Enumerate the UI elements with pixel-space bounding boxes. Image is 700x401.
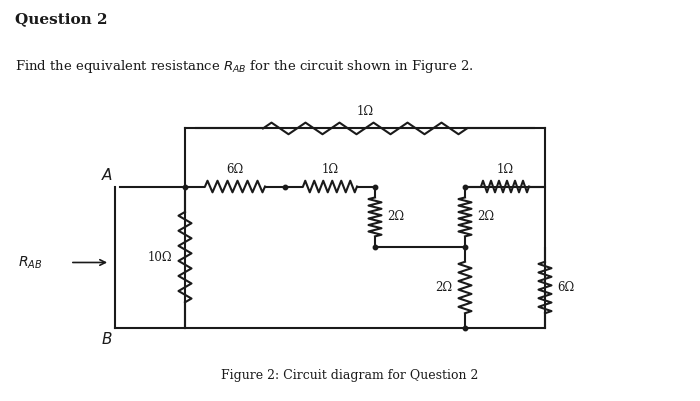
Text: $R_{AB}$: $R_{AB}$ xyxy=(18,254,43,271)
Text: $B$: $B$ xyxy=(102,331,113,347)
Text: 1Ω: 1Ω xyxy=(321,163,339,176)
Text: 6Ω: 6Ω xyxy=(557,281,574,294)
Text: 2Ω: 2Ω xyxy=(435,281,452,294)
Text: 1Ω: 1Ω xyxy=(496,163,514,176)
Text: 10Ω: 10Ω xyxy=(148,251,172,263)
Text: Find the equivalent resistance $R_{AB}$ for the circuit shown in Figure 2.: Find the equivalent resistance $R_{AB}$ … xyxy=(15,58,474,75)
Text: Figure 2: Circuit diagram for Question 2: Figure 2: Circuit diagram for Question 2 xyxy=(221,369,479,383)
Text: 2Ω: 2Ω xyxy=(477,211,494,223)
Text: 6Ω: 6Ω xyxy=(226,163,244,176)
Text: Question 2: Question 2 xyxy=(15,12,108,26)
Text: 1Ω: 1Ω xyxy=(356,105,374,118)
Text: $A$: $A$ xyxy=(101,167,113,183)
Text: 2Ω: 2Ω xyxy=(387,211,404,223)
